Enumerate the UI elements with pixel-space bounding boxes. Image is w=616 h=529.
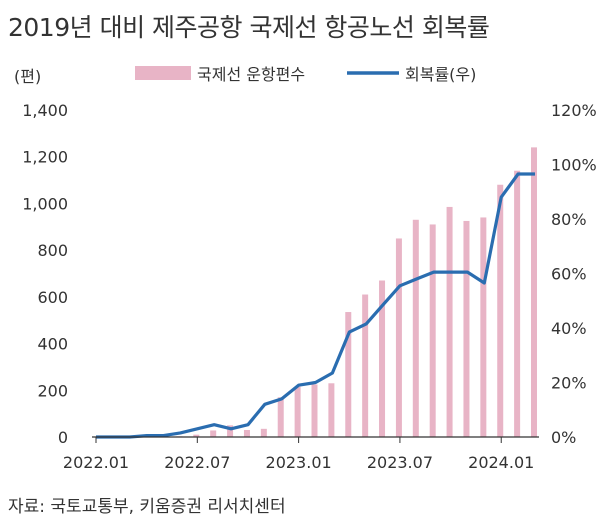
bar [412,219,419,437]
y-left-axis-ticks: 0 200 400 600 800 1,000 1,200 1,400 [22,101,68,447]
bar [311,384,318,437]
bar [210,430,217,437]
recovery-rate-line [96,172,535,439]
bar [362,294,369,437]
bar [514,170,521,437]
bar [463,220,470,437]
bar [277,397,284,437]
x-tick-label: 2023.01 [266,453,332,472]
bar-series [159,147,537,437]
y-right-tick-label: 80% [551,210,587,229]
legend-bar-label: 국제선 운항편수 [197,65,305,84]
x-axis: 2022.01 2022.07 2023.01 2023.07 2024.01 [63,436,539,472]
y-left-tick-label: 1,200 [22,148,68,167]
y-right-tick-label: 100% [551,156,597,175]
y-right-tick-label: 120% [551,101,597,120]
x-tick-label: 2022.07 [164,453,230,472]
y-left-unit-label: (편) [14,67,41,86]
bar [260,428,267,437]
y-left-tick-label: 0 [58,428,68,447]
legend: 국제선 운항편수 회복률(우) [135,65,476,84]
y-left-tick-label: 1,400 [22,101,68,120]
bar [446,206,453,437]
bar [429,224,436,437]
bar [294,386,301,437]
bar [243,429,250,437]
y-right-axis-ticks: 0% 20% 40% 60% 80% 100% 120% [551,101,597,447]
legend-line-label: 회복률(우) [405,65,476,84]
bar [193,434,200,437]
y-right-tick-label: 40% [551,319,587,338]
y-right-tick-label: 20% [551,374,587,393]
source-note: 자료: 국토교통부, 키움증권 리서치센터 [8,497,286,517]
bar [395,238,402,437]
bar [379,280,386,437]
y-right-tick-label: 0% [551,428,576,447]
x-tick-label: 2022.01 [63,453,129,472]
y-left-tick-label: 600 [37,288,68,307]
y-left-tick-label: 1,000 [22,194,68,213]
line-series-layer [96,172,535,439]
x-tick-label: 2024.01 [468,453,534,472]
y-left-tick-label: 200 [37,381,68,400]
bar [480,217,487,437]
legend-bar-swatch [135,66,191,80]
bar [227,425,234,437]
y-left-tick-label: 400 [37,335,68,354]
y-right-tick-label: 60% [551,265,587,284]
bar [531,147,537,437]
x-tick-label: 2023.07 [367,453,433,472]
bar [328,383,335,437]
y-left-tick-label: 800 [37,241,68,260]
bar [345,312,352,437]
bar [497,184,504,437]
chart-title: 2019년 대비 제주공항 국제선 항공노선 회복률 [8,13,490,42]
